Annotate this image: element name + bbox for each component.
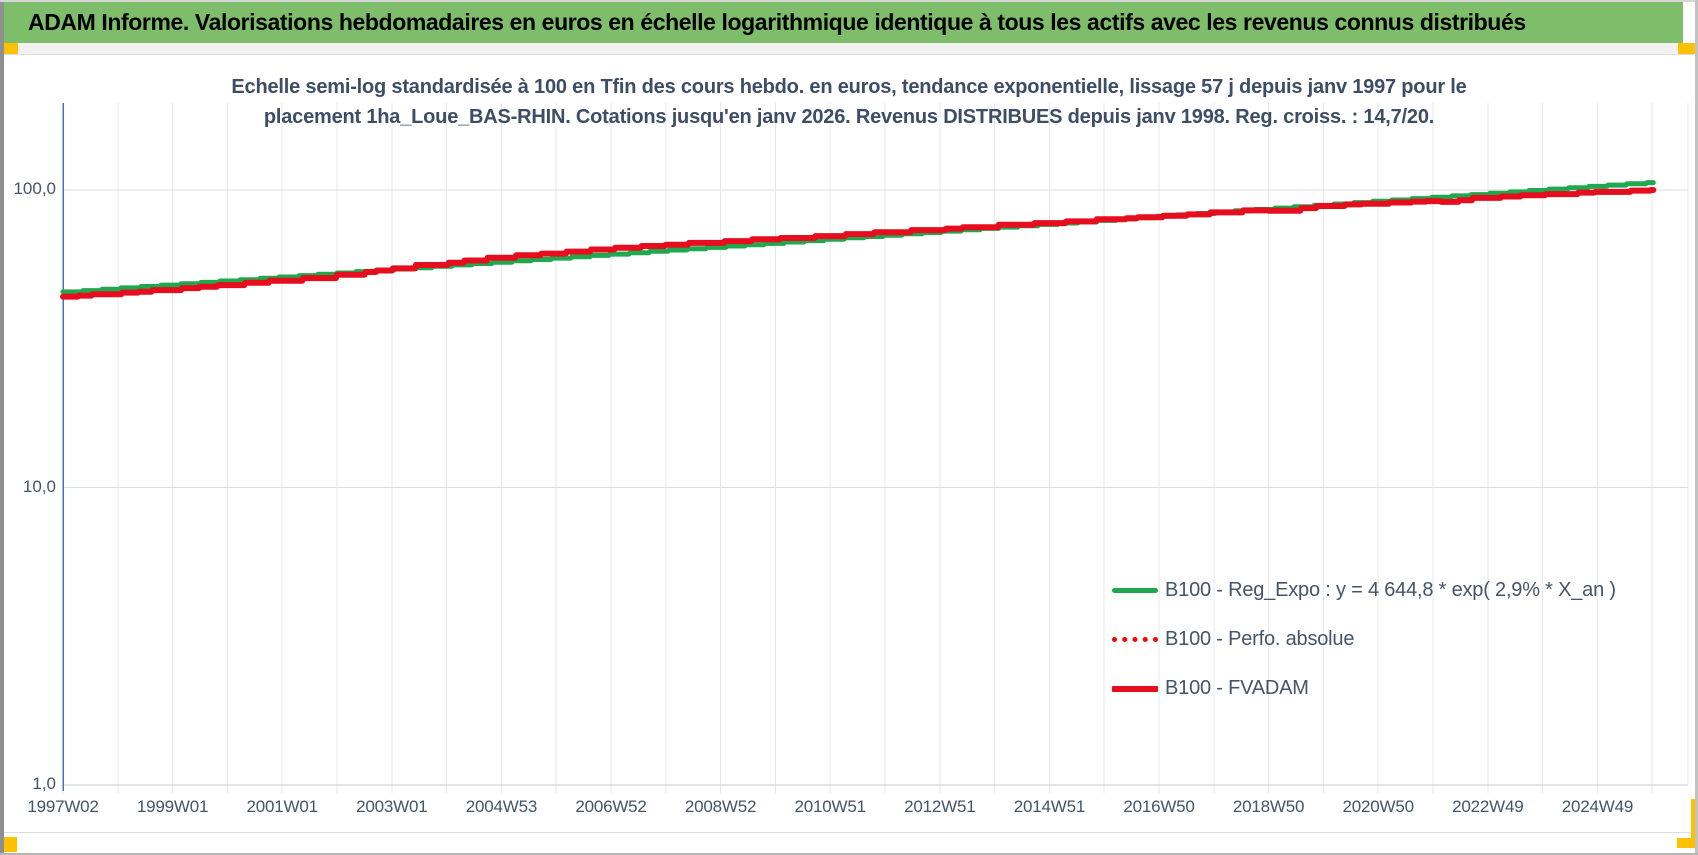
accent-cell-bottom-right-vertical [1691, 799, 1698, 845]
legend-label-perfo-absolue: B100 - Perfo. absolue [1165, 628, 1355, 650]
header-bar[interactable]: ADAM Informe. Valorisations hebdomadaire… [4, 2, 1683, 43]
x-tick-label: 2001W01 [246, 797, 319, 816]
x-tick-label: 2020W50 [1342, 797, 1415, 816]
accent-cell-top-left [4, 43, 18, 54]
x-tick-label: 2014W51 [1013, 797, 1086, 816]
sheet-border-right [1695, 0, 1698, 855]
x-tick-label: 1999W01 [136, 797, 209, 816]
sheet-border-bottom [0, 853, 1698, 855]
x-tick-label: 2008W52 [684, 797, 757, 816]
x-tick-label: 2010W51 [794, 797, 867, 816]
legend-label-fvadam: B100 - FVADAM [1165, 677, 1309, 699]
subheader-row [4, 43, 1694, 55]
y-tick-label: 100,0 [13, 179, 56, 198]
accent-cell-bottom-left [0, 837, 17, 852]
x-tick-label: 2012W51 [904, 797, 976, 816]
legend-marker-fvadam [1112, 685, 1158, 692]
chart-title: Echelle semi-log standardisée à 100 en T… [4, 72, 1694, 132]
legend-label-reg-expo: B100 - Reg_Expo : y = 4 644,8 * exp( 2,9… [1165, 579, 1616, 601]
legend-item-perfo-absolue[interactable]: B100 - Perfo. absolue [1112, 615, 1616, 664]
x-tick-label: 2018W50 [1232, 797, 1305, 816]
accent-cell-top-right [1678, 43, 1695, 54]
x-tick-label: 2004W53 [465, 797, 538, 816]
x-tick-label: 2006W52 [575, 797, 647, 816]
chart-area[interactable] [4, 55, 1694, 832]
sheet-border-left [0, 0, 4, 855]
x-tick-label: 2024W49 [1561, 797, 1634, 816]
x-tick-label: 1997W02 [27, 797, 99, 816]
y-tick-label: 1,0 [32, 774, 56, 793]
sheet-row-separator [0, 832, 1698, 833]
header-title: ADAM Informe. Valorisations hebdomadaire… [28, 9, 1526, 35]
x-tick-label: 2022W49 [1452, 797, 1524, 816]
legend-marker-trend [1112, 588, 1158, 593]
accent-cell-bottom-right-horizontal [1677, 838, 1698, 848]
y-tick-label: 10,0 [22, 476, 56, 496]
chart-title-line-2: placement 1ha_Loue_BAS-RHIN. Cotations j… [263, 106, 1435, 128]
legend-item-fvadam[interactable]: B100 - FVADAM [1112, 664, 1616, 713]
chart-title-line-1: Echelle semi-log standardisée à 100 en T… [231, 76, 1467, 98]
legend-item-reg-expo[interactable]: B100 - Reg_Expo : y = 4 644,8 * exp( 2,9… [1112, 566, 1616, 615]
legend-marker-perfo-absolue [1112, 637, 1158, 642]
x-tick-label: 2016W50 [1123, 797, 1195, 816]
legend: B100 - Reg_Expo : y = 4 644,8 * exp( 2,9… [1112, 566, 1616, 713]
sheet-border-top [0, 0, 1698, 2]
x-tick-label: 2003W01 [356, 797, 428, 816]
